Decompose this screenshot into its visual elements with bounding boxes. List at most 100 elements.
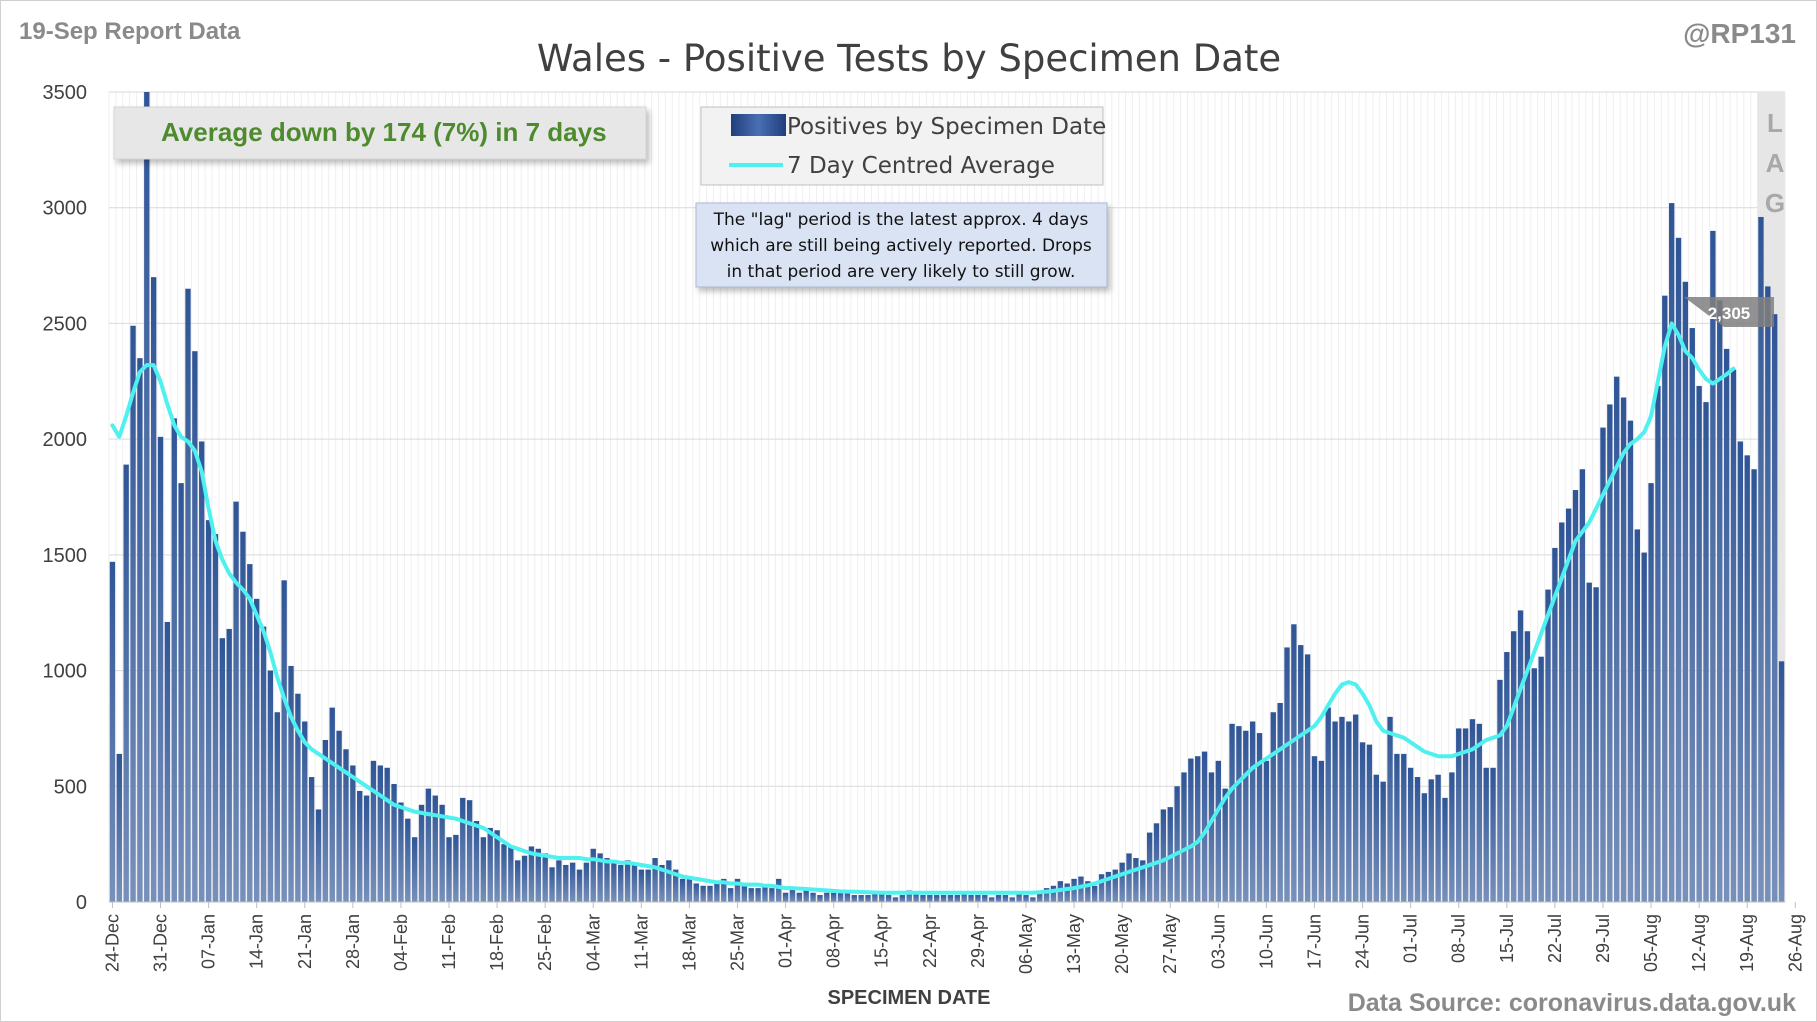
bar-highlight <box>363 795 370 902</box>
bar-highlight <box>535 848 541 902</box>
bar-highlight <box>645 869 651 902</box>
bar-highlight <box>254 598 260 902</box>
x-tick-label: 18-Mar <box>679 914 699 971</box>
bar-highlight <box>1565 508 1572 902</box>
bar-highlight <box>281 580 287 902</box>
bar-highlight <box>638 869 645 902</box>
bar-highlight <box>1140 860 1146 902</box>
lag-note-box: The "lag" period is the latest approx. 4… <box>695 202 1108 288</box>
bar-highlight <box>569 862 576 902</box>
bar-highlight <box>1682 281 1689 902</box>
bar-highlight <box>466 800 473 902</box>
bar-highlight <box>1778 661 1785 902</box>
x-tick-label: 24-Dec <box>102 914 122 972</box>
bar-highlight <box>1552 547 1558 902</box>
y-tick-label: 2500 <box>43 313 88 335</box>
bar-highlight <box>1366 744 1373 902</box>
bar-highlight <box>1772 314 1778 903</box>
bar-highlight <box>556 860 562 902</box>
bar-highlight <box>810 892 816 902</box>
annotation-box: Average down by 174 (7%) in 7 days <box>113 106 647 160</box>
y-tick-label: 0 <box>76 892 87 914</box>
bar-highlight <box>247 564 253 902</box>
bar-highlight <box>157 436 164 902</box>
bar-highlight <box>686 876 693 902</box>
bar-highlight <box>219 638 226 902</box>
x-tick-label: 05-Aug <box>1641 914 1661 972</box>
bar-highlight <box>171 418 177 902</box>
bar-highlight <box>947 895 954 902</box>
bar-highlight <box>782 892 789 902</box>
bar-highlight <box>1614 376 1620 903</box>
bar-highlight <box>1318 760 1325 902</box>
bar-highlight <box>673 869 679 902</box>
bar-highlight <box>1160 809 1167 902</box>
bar-highlight <box>515 860 521 902</box>
bar-highlight <box>1119 862 1125 902</box>
x-tick-label: 13-May <box>1064 914 1084 974</box>
bar-highlight <box>776 878 782 902</box>
bar-highlight <box>1456 728 1462 902</box>
bar-highlight <box>1023 895 1029 902</box>
bar-highlight <box>521 855 528 902</box>
bar-highlight <box>968 895 974 902</box>
bar-highlight <box>192 351 198 902</box>
bar-highlight <box>693 883 699 902</box>
bar-highlight <box>116 753 122 902</box>
bar-highlight <box>1373 774 1379 902</box>
bar-highlight <box>1703 402 1709 902</box>
bar-highlight <box>1442 797 1448 902</box>
bar-highlight <box>1078 876 1084 902</box>
bar-highlight <box>803 890 809 902</box>
x-tick-label: 22-Jul <box>1545 914 1565 963</box>
note-line: which are still being actively reported.… <box>710 236 1092 256</box>
bar-highlight <box>844 892 851 902</box>
bar-highlight <box>343 749 349 902</box>
bar-highlight <box>336 730 342 902</box>
x-tick-label: 01-Jul <box>1401 914 1421 963</box>
bar-highlight <box>528 846 535 902</box>
report-label: 19-Sep Report Data <box>19 18 241 45</box>
bar-highlight <box>487 827 493 902</box>
author-handle: @RP131 <box>1683 18 1796 49</box>
bar-highlight <box>906 890 912 902</box>
note-line: The "lag" period is the latest approx. 4… <box>713 210 1089 230</box>
bar-highlight <box>123 464 129 902</box>
bar-highlight <box>418 804 425 902</box>
x-tick-label: 03-Jun <box>1208 914 1228 969</box>
bar-highlight <box>185 288 191 902</box>
x-tick-label: 19-Aug <box>1737 914 1757 972</box>
bar-highlight <box>1559 522 1565 902</box>
bar-highlight <box>1655 385 1661 902</box>
bar-highlight <box>501 844 507 902</box>
bar-highlight <box>260 626 267 902</box>
bar-highlight <box>302 721 308 902</box>
bar-highlight <box>1304 654 1311 902</box>
callout-value: 2,305 <box>1708 304 1751 323</box>
bar-highlight <box>1538 656 1544 902</box>
bar-highlight <box>1167 807 1173 902</box>
bar-highlight <box>1668 203 1675 903</box>
bar-highlight <box>837 892 844 902</box>
bar-highlight <box>453 834 459 902</box>
x-axis-ticks: 24-Dec 31-Dec 07-Jan 14-Jan 21-Jan 28-Jan 04-F… <box>102 902 1805 974</box>
bar-highlight <box>1689 328 1695 902</box>
bar-highlight <box>590 848 596 902</box>
bar-highlight <box>1359 742 1366 902</box>
bar-highlight <box>199 441 205 902</box>
bar-highlight <box>879 892 885 902</box>
bar-highlight <box>1071 878 1077 902</box>
bar-highlight <box>1332 721 1338 902</box>
bar-highlight <box>940 895 947 902</box>
bar-highlight <box>576 869 583 902</box>
bar-highlight <box>1009 897 1015 902</box>
bar-highlight <box>1675 237 1682 903</box>
bar-highlight <box>1462 728 1469 902</box>
bar-highlight <box>1600 427 1606 902</box>
bar-highlight <box>769 888 775 902</box>
legend-entry-bars: Positives by Specimen Date <box>787 114 1106 140</box>
bar-highlight <box>370 760 377 902</box>
bar-highlight <box>1188 758 1194 902</box>
